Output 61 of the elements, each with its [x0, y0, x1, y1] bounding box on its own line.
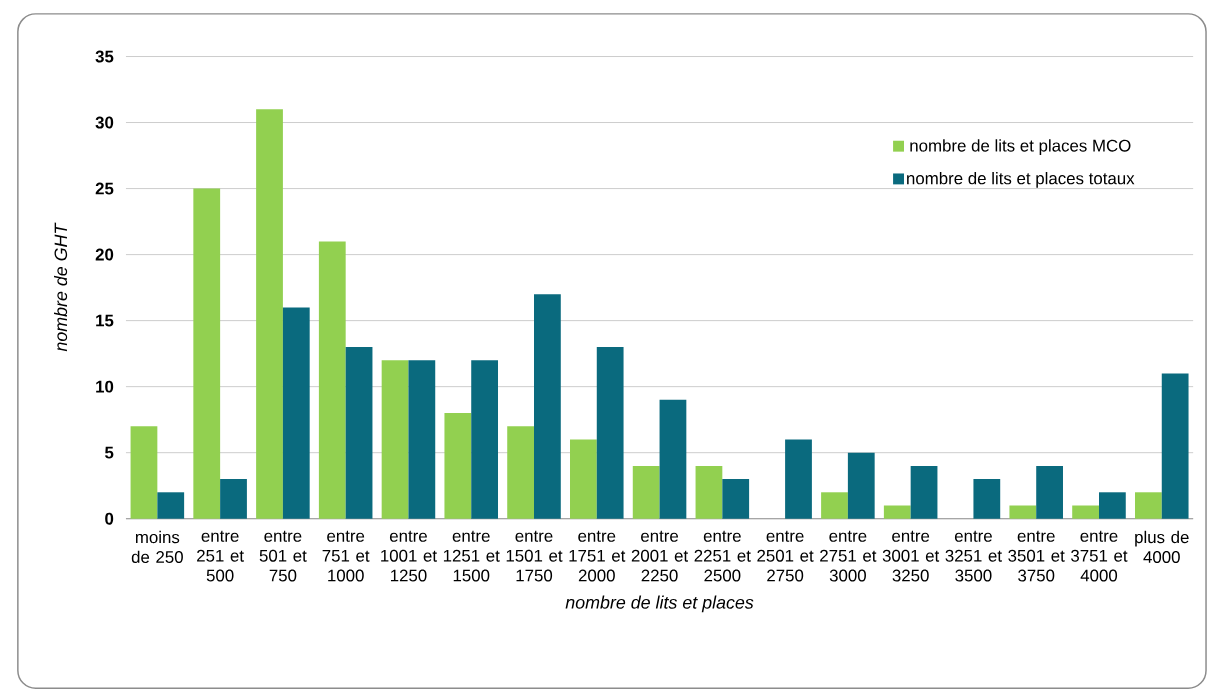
bar	[345, 346, 373, 519]
y-tick-label: 15	[96, 314, 114, 327]
bar	[220, 478, 247, 519]
y-tick-label: 0	[105, 512, 114, 525]
x-tick-label: entre 2251 et 2500	[694, 530, 751, 582]
x-tick-label: entre 3501 et 3750	[1008, 530, 1065, 582]
x-tick-label: entre 2751 et 3000	[820, 530, 877, 582]
y-tick-label: 5	[105, 446, 114, 459]
x-tick-label: entre 1751 et 2000	[569, 530, 626, 582]
y-tick-label: 30	[95, 116, 114, 129]
bar	[847, 452, 875, 519]
bar	[1009, 505, 1037, 519]
bar	[471, 360, 499, 519]
bar	[256, 109, 283, 519]
bar	[632, 465, 660, 519]
bar	[659, 399, 687, 519]
bar	[785, 439, 812, 519]
legend-label: nombre de lits et places MCO	[910, 139, 1131, 155]
x-axis-title: nombre de lits et places	[565, 595, 754, 613]
x-tick-label: entre 3751 et 4000	[1071, 530, 1128, 582]
bar	[408, 360, 436, 519]
bar	[596, 346, 624, 519]
y-tick-label: 10	[96, 380, 114, 393]
x-tick-label: entre 501 et 750	[259, 530, 307, 582]
bar	[1134, 492, 1162, 519]
x-tick-label: entre 3251 et 3500	[945, 530, 1002, 582]
y-tick-label: 20	[95, 248, 114, 261]
legend-label: nombre de lits et places totaux	[907, 171, 1135, 188]
bar	[883, 505, 911, 519]
x-tick-label: entre 1501 et 1750	[506, 530, 563, 582]
x-tick-label: entre 251 et 500	[197, 530, 244, 582]
x-tick-label: moins de 250	[131, 530, 183, 563]
bar	[821, 492, 848, 519]
x-tick-label: entre 3001 et 3250	[882, 530, 940, 582]
bar	[318, 241, 346, 519]
bar	[282, 307, 310, 519]
bar	[157, 492, 185, 519]
bar	[193, 188, 221, 519]
bar	[507, 426, 535, 519]
bar	[1036, 465, 1063, 519]
x-tick-label: entre 2501 et 2750	[757, 530, 814, 582]
bar	[381, 360, 409, 519]
bar	[1072, 505, 1099, 519]
bar	[444, 412, 472, 519]
x-tick-label: entre 1001 et 1250	[381, 530, 437, 582]
x-tick-label: entre 751 et 1000	[322, 530, 370, 582]
bar	[1161, 373, 1189, 519]
bar	[695, 465, 723, 519]
x-tick-label: entre 2001 et 2250	[631, 530, 688, 582]
bar	[1098, 492, 1126, 519]
y-tick-label: 35	[95, 50, 114, 63]
y-tick-label: 25	[95, 182, 114, 195]
x-tick-label: plus de 4000	[1135, 530, 1189, 563]
bar	[722, 478, 750, 519]
bar	[570, 439, 597, 519]
y-axis-title: nombre de GHT	[54, 222, 68, 352]
bar	[130, 426, 158, 519]
x-tick-label: entre 1251 et 1500	[443, 530, 500, 582]
bar	[910, 465, 938, 519]
bar	[534, 294, 561, 519]
bar	[973, 478, 1001, 519]
